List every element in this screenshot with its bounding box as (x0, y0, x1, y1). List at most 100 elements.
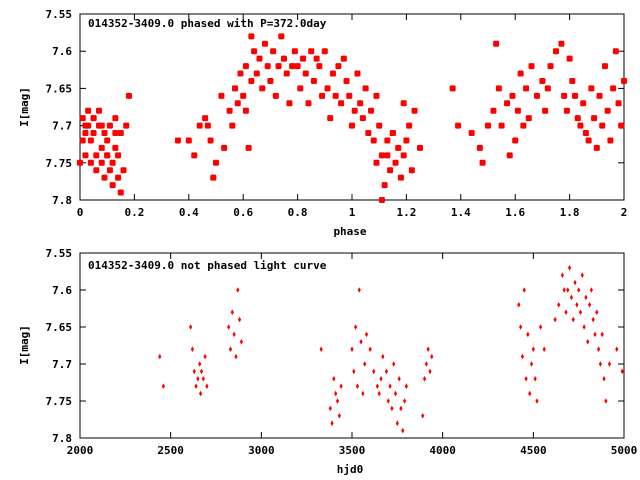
data-point (203, 353, 207, 360)
x-tick-label: 4000 (429, 444, 456, 457)
x-tick-label: 2 (621, 206, 628, 219)
data-point (198, 390, 203, 397)
data-point (359, 115, 366, 122)
data-point (377, 390, 381, 397)
x-tick-label: 2500 (157, 444, 184, 457)
data-point (352, 368, 356, 375)
data-point (109, 182, 116, 189)
data-point (575, 302, 579, 308)
data-point (190, 346, 195, 352)
data-point (328, 405, 332, 412)
data-point (330, 420, 334, 426)
data-point (98, 159, 105, 166)
data-point (577, 122, 584, 129)
data-point (372, 368, 376, 375)
y-tick-label: 7.55 (46, 8, 73, 21)
data-point (401, 427, 405, 434)
data-point (531, 346, 535, 352)
data-point (261, 40, 268, 47)
data-point (236, 287, 240, 293)
data-point (259, 85, 266, 92)
data-point (598, 361, 603, 367)
x-tick-label: 1.4 (451, 206, 471, 219)
data-point (381, 353, 385, 360)
data-point (519, 324, 523, 330)
data-point (573, 279, 577, 286)
data-point (349, 122, 355, 129)
data-point (201, 376, 205, 382)
data-point (232, 85, 239, 92)
data-point (82, 122, 89, 129)
data-point (553, 316, 557, 323)
data-point (297, 85, 304, 92)
data-point (600, 331, 604, 338)
data-point (98, 144, 105, 151)
data-point (79, 115, 86, 122)
data-point (517, 70, 524, 77)
data-point (542, 107, 549, 114)
data-point (615, 346, 619, 352)
data-point (104, 137, 111, 144)
data-point (281, 55, 287, 62)
data-point (620, 368, 624, 375)
data-point (582, 324, 586, 330)
y-tick-label: 7.75 (46, 395, 73, 408)
data-point (327, 115, 334, 122)
data-point (523, 85, 530, 92)
x-tick-label: 3000 (248, 444, 275, 457)
data-point (485, 122, 491, 129)
data-point (404, 383, 408, 389)
y-axis-label: I[mag] (18, 87, 31, 127)
data-point (373, 159, 380, 166)
data-point (368, 107, 375, 114)
data-point (373, 92, 380, 99)
y-axis-label: I[mag] (18, 325, 31, 365)
data-point (245, 144, 252, 151)
data-point (589, 287, 593, 293)
data-point (191, 152, 198, 159)
chart-title: 014352-3409.0 not phased light curve (88, 259, 327, 272)
data-point (112, 115, 119, 122)
data-point (270, 48, 277, 55)
data-point (607, 361, 612, 367)
axis-ticks: 0 0.2 0.4 0.6 0.8 1 1.2 1.4 1.6 1.8 2 7.55 7.6 7.65 7.… (46, 8, 628, 219)
data-point (237, 316, 242, 323)
data-point (112, 144, 119, 151)
data-points (77, 33, 627, 203)
data-point (455, 122, 462, 129)
y-tick-label: 7.75 (46, 157, 73, 170)
data-point (557, 302, 561, 308)
data-point (526, 331, 530, 338)
data-point (406, 122, 413, 129)
data-point (104, 152, 111, 159)
data-point (376, 122, 383, 129)
data-point (275, 63, 282, 70)
data-point (98, 122, 105, 129)
data-point (308, 48, 315, 55)
data-point (393, 390, 398, 397)
data-point (387, 167, 394, 174)
data-point (601, 63, 608, 70)
data-point (90, 130, 97, 137)
data-point (291, 48, 298, 55)
data-point (607, 137, 614, 144)
data-point (226, 107, 233, 114)
data-point (350, 346, 354, 352)
plot-frame (79, 13, 625, 201)
data-point (577, 287, 581, 293)
data-point (334, 390, 338, 397)
data-point (558, 40, 565, 47)
data-point (495, 85, 502, 92)
data-point (569, 294, 574, 301)
data-point (205, 383, 209, 389)
data-point (363, 361, 367, 367)
data-point (234, 353, 238, 360)
data-point (476, 144, 483, 151)
data-point (302, 70, 309, 77)
y-tick-label: 7.8 (52, 194, 72, 207)
x-tick-label: 1.8 (560, 206, 580, 219)
data-point (538, 324, 543, 330)
data-point (604, 398, 608, 404)
data-point (533, 376, 537, 382)
data-point (569, 77, 576, 84)
